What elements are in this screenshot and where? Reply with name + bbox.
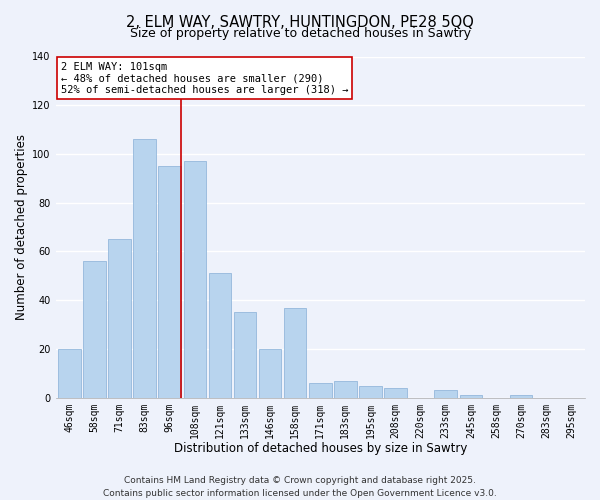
Bar	[233, 312, 256, 398]
Y-axis label: Number of detached properties: Number of detached properties	[15, 134, 28, 320]
Bar	[309, 383, 332, 398]
Bar	[58, 349, 80, 398]
Bar	[259, 349, 281, 398]
Bar	[108, 240, 131, 398]
Bar	[284, 308, 307, 398]
Bar	[434, 390, 457, 398]
Bar	[384, 388, 407, 398]
Text: 2 ELM WAY: 101sqm
← 48% of detached houses are smaller (290)
52% of semi-detache: 2 ELM WAY: 101sqm ← 48% of detached hous…	[61, 62, 349, 95]
Bar	[158, 166, 181, 398]
Bar	[460, 396, 482, 398]
Bar	[133, 140, 156, 398]
Bar	[334, 380, 356, 398]
Bar	[209, 274, 231, 398]
Text: Contains HM Land Registry data © Crown copyright and database right 2025.
Contai: Contains HM Land Registry data © Crown c…	[103, 476, 497, 498]
Bar	[184, 162, 206, 398]
Text: 2, ELM WAY, SAWTRY, HUNTINGDON, PE28 5QQ: 2, ELM WAY, SAWTRY, HUNTINGDON, PE28 5QQ	[126, 15, 474, 30]
Bar	[359, 386, 382, 398]
X-axis label: Distribution of detached houses by size in Sawtry: Distribution of detached houses by size …	[173, 442, 467, 455]
Text: Size of property relative to detached houses in Sawtry: Size of property relative to detached ho…	[130, 28, 470, 40]
Bar	[510, 396, 532, 398]
Bar	[83, 261, 106, 398]
